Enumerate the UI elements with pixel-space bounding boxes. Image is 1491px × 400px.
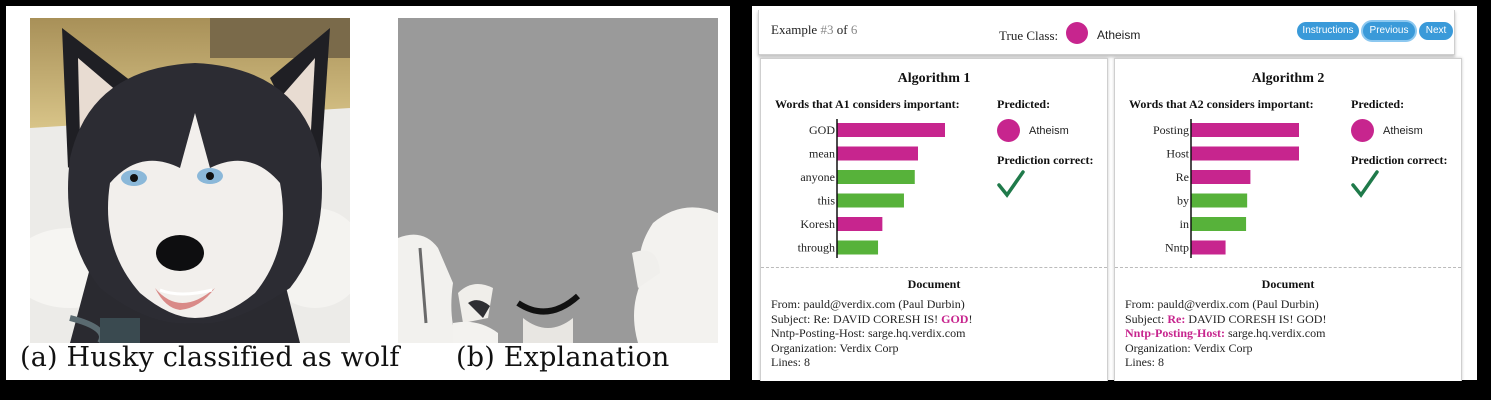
word-label: Host xyxy=(1166,147,1189,161)
document-title: Document xyxy=(1261,277,1315,291)
word-bar xyxy=(837,146,918,161)
checkmark-icon xyxy=(997,170,1025,198)
example-header-bar: Example #3 of 6 True Class: Atheism Inst… xyxy=(758,10,1455,55)
explanation-image xyxy=(398,18,718,343)
predicted-class-circle-icon xyxy=(1351,119,1374,142)
husky-figure-panel: (a) Husky classified as wolf (b) Explana… xyxy=(6,6,730,380)
document-text-segment: Subject: Re: DAVID CORESH IS! xyxy=(771,311,942,326)
section-divider xyxy=(761,267,1107,268)
document-text-segment: From: pauld@verdix.com (Paul Durbin) xyxy=(771,297,965,311)
document-line: Subject: Re: DAVID CORESH IS! GOD! xyxy=(771,312,972,327)
document-text-segment: ! xyxy=(968,311,973,326)
prediction-correct-label: Prediction correct: xyxy=(1351,153,1448,167)
husky-photo xyxy=(30,18,350,343)
important-words-chart: Posting Host Re by in Nntp xyxy=(1153,119,1299,258)
word-bar xyxy=(837,123,945,137)
predicted-class-circle-icon xyxy=(997,119,1020,142)
document-line: From: pauld@verdix.com (Paul Durbin) xyxy=(771,297,972,312)
example-number: #3 xyxy=(820,22,834,37)
word-label: Re xyxy=(1176,170,1189,184)
caption-husky: (a) Husky classified as wolf xyxy=(20,342,400,373)
document-line: Organization: Verdix Corp xyxy=(1125,341,1326,356)
document-text-segment: Subject: xyxy=(1125,311,1168,326)
algorithm-title: Algorithm 1 xyxy=(897,71,971,86)
predicted-label: Predicted: xyxy=(1351,97,1405,111)
document-line: Subject: Re: DAVID CORESH IS! GOD! xyxy=(1125,312,1326,327)
document-text-segment: From: pauld@verdix.com (Paul Durbin) xyxy=(1125,297,1319,311)
word-bar xyxy=(1191,170,1251,184)
important-words-label: Words that A1 considers important: xyxy=(775,97,960,111)
important-words-label: Words that A2 considers important: xyxy=(1129,97,1314,111)
document-text-segment: Organization: Verdix Corp xyxy=(771,340,899,355)
example-counter: Example #3 of 6 xyxy=(771,22,857,38)
previous-button[interactable]: Previous xyxy=(1363,22,1415,40)
word-label: anyone xyxy=(800,170,835,184)
instructions-button[interactable]: Instructions xyxy=(1297,22,1359,40)
word-label: GOD xyxy=(809,123,835,137)
highlighted-word: GOD xyxy=(941,311,969,326)
word-label: this xyxy=(818,194,836,208)
next-button[interactable]: Next xyxy=(1419,22,1453,40)
predicted-label: Predicted: xyxy=(997,97,1051,111)
highlighted-word: Nntp-Posting-Host: xyxy=(1125,326,1226,341)
section-divider xyxy=(1115,267,1461,268)
document-title: Document xyxy=(907,277,961,291)
example-total: 6 xyxy=(850,22,858,37)
document-text: From: pauld@verdix.com (Paul Durbin) Subj… xyxy=(1125,297,1326,370)
document-text-segment: Lines: 8 xyxy=(1125,355,1164,370)
word-bar xyxy=(1191,193,1248,208)
word-label: Nntp xyxy=(1165,241,1189,255)
document-text-segment: Organization: Verdix Corp xyxy=(1125,340,1253,355)
word-bar xyxy=(837,240,879,255)
important-words-chart: GOD mean anyone this Koresh through xyxy=(798,119,945,258)
word-bar xyxy=(1191,217,1247,231)
document-line: Lines: 8 xyxy=(771,355,972,370)
word-bar xyxy=(837,170,915,184)
document-line: Nntp-Posting-Host: sarge.hq.verdix.com xyxy=(771,326,972,341)
word-label: through xyxy=(798,241,835,255)
husky-image xyxy=(30,18,350,343)
true-class-value: Atheism xyxy=(1097,28,1141,42)
word-bar xyxy=(837,217,883,231)
word-label: mean xyxy=(809,147,835,161)
word-bar xyxy=(1191,123,1299,137)
document-text-segment: Nntp-Posting-Host: sarge.hq.verdix.com xyxy=(771,326,966,341)
word-label: Posting xyxy=(1153,123,1189,137)
document-text: From: pauld@verdix.com (Paul Durbin) Subj… xyxy=(771,297,972,370)
document-line: Organization: Verdix Corp xyxy=(771,341,972,356)
word-bar xyxy=(837,193,904,208)
word-label: by xyxy=(1177,194,1189,208)
algorithm-comparison-panel: Example #3 of 6 True Class: Atheism Inst… xyxy=(752,6,1477,381)
document-text-segment: sarge.hq.verdix.com xyxy=(1225,326,1326,341)
prediction-correct-label: Prediction correct: xyxy=(997,153,1094,167)
document-line: Lines: 8 xyxy=(1125,355,1326,370)
example-of: of xyxy=(833,22,851,37)
highlighted-word: Re: xyxy=(1167,311,1186,326)
example-prefix: Example xyxy=(771,22,821,37)
document-text-segment: DAVID CORESH IS! GOD! xyxy=(1185,311,1327,326)
checkmark-icon xyxy=(1351,170,1379,198)
true-class-label: True Class: xyxy=(999,28,1059,43)
word-label: in xyxy=(1180,217,1189,231)
document-text-segment: Lines: 8 xyxy=(771,355,810,370)
algorithm-2-card: Algorithm 2 Words that A2 considers impo… xyxy=(1114,58,1462,381)
caption-explanation: (b) Explanation xyxy=(456,342,670,373)
document-line: From: pauld@verdix.com (Paul Durbin) xyxy=(1125,297,1326,312)
word-bar xyxy=(1191,146,1299,161)
word-bar xyxy=(1191,240,1226,255)
document-line: Nntp-Posting-Host: sarge.hq.verdix.com xyxy=(1125,326,1326,341)
word-label: Koresh xyxy=(800,217,835,231)
algorithm-1-card: Algorithm 1 Words that A1 considers impo… xyxy=(760,58,1108,381)
predicted-value: Atheism xyxy=(1383,125,1423,137)
explanation-photo xyxy=(398,18,718,343)
true-class-circle-icon xyxy=(1066,22,1088,44)
algorithm-title: Algorithm 2 xyxy=(1251,71,1325,86)
predicted-value: Atheism xyxy=(1029,125,1069,137)
